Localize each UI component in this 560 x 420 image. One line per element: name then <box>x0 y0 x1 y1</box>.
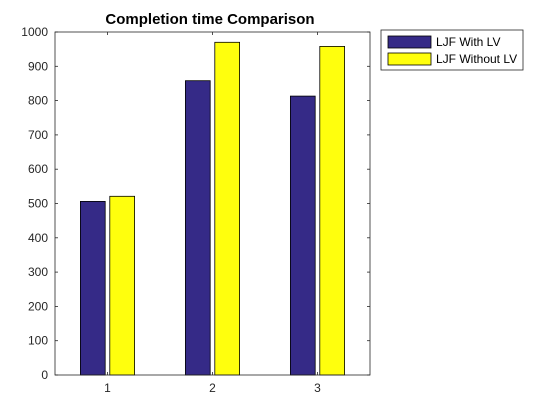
plot-background <box>55 32 370 375</box>
bar-series2-cat2 <box>214 41 241 376</box>
x-tick-label-1: 1 <box>104 381 111 395</box>
y-tick-label-1000: 1000 <box>21 25 48 39</box>
y-tick-label-200: 200 <box>28 299 48 313</box>
bar-series1-cat2 <box>184 80 211 376</box>
axes-layer: 0 100 200 300 400 500 600 700 800 900 1000 1 2 3 <box>21 25 371 395</box>
x-tick-label-3: 3 <box>314 381 321 395</box>
y-tick-label-0: 0 <box>41 368 48 382</box>
x-tick-label-2: 2 <box>209 381 216 395</box>
y-tick-label-400: 400 <box>28 231 48 245</box>
legend-label-series1: LJF With LV <box>436 35 500 49</box>
chart-title: Completion time Comparison <box>105 11 314 28</box>
y-tick-label-600: 600 <box>28 162 48 176</box>
y-tick-label-100: 100 <box>28 334 48 348</box>
bar-series1-cat1 <box>80 200 106 376</box>
legend[interactable]: LJF With LV LJF Without LV <box>380 29 524 71</box>
y-tick-label-700: 700 <box>28 128 48 142</box>
bar-series2-cat1 <box>109 195 136 376</box>
bars-layer <box>80 41 345 376</box>
y-tick-label-900: 900 <box>28 59 48 73</box>
y-tick-label-500: 500 <box>28 197 48 211</box>
y-tick-label-300: 300 <box>28 265 48 279</box>
legend-label-series2: LJF Without LV <box>436 52 517 66</box>
bar-series2-cat3 <box>319 46 345 376</box>
legend-swatch-series2 <box>387 52 432 66</box>
y-tick-label-800: 800 <box>28 94 48 108</box>
legend-swatch-series1 <box>387 35 432 49</box>
bar-series1-cat3 <box>289 95 316 376</box>
plot-area <box>55 32 370 375</box>
